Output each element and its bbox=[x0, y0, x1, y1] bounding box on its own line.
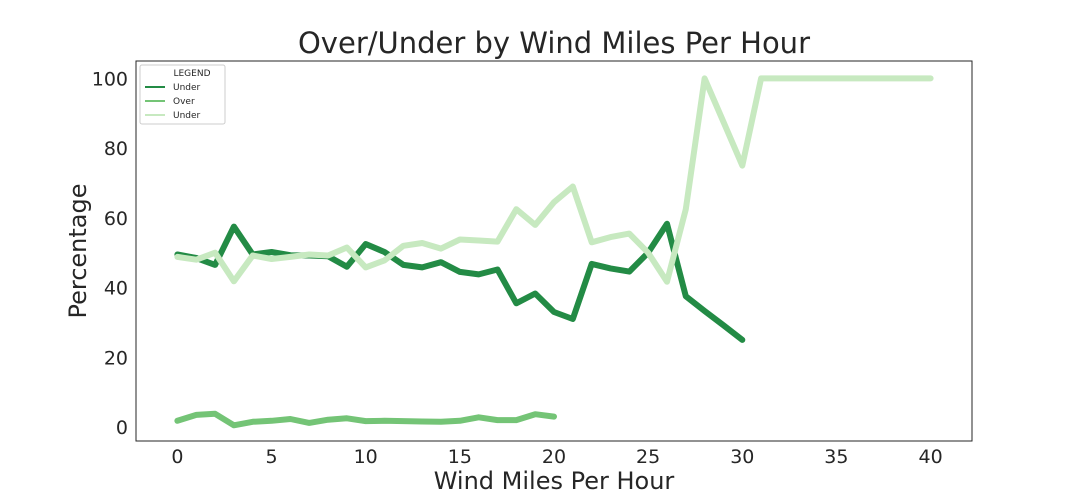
legend: LEGEND Under Over Under bbox=[139, 64, 226, 125]
y-tick-label: 20 bbox=[104, 347, 128, 369]
x-tick-label: 10 bbox=[354, 446, 378, 468]
legend-label-1: Under bbox=[173, 83, 201, 93]
y-tick-label: 40 bbox=[104, 278, 128, 300]
y-tick-label: 0 bbox=[116, 417, 128, 439]
x-tick-label: 35 bbox=[824, 446, 848, 468]
y-tick-label: 60 bbox=[104, 208, 128, 230]
x-tick-label: 5 bbox=[266, 446, 278, 468]
x-axis-label: Wind Miles Per Hour bbox=[434, 467, 675, 495]
y-tick-label: 100 bbox=[92, 68, 128, 90]
series-layer bbox=[174, 75, 934, 429]
legend-label-2: Over bbox=[173, 97, 195, 107]
x-tick-label: 15 bbox=[448, 446, 472, 468]
y-axis-ticks: 0 20 40 60 80 100 bbox=[92, 68, 128, 439]
y-tick-label: 80 bbox=[104, 138, 128, 160]
x-tick-label: 20 bbox=[542, 446, 566, 468]
legend-label-3: Under bbox=[173, 111, 201, 121]
x-tick-label: 40 bbox=[919, 446, 943, 468]
legend-entries: Under Over Under bbox=[145, 83, 201, 121]
chart-title: Over/Under by Wind Miles Per Hour bbox=[298, 26, 810, 60]
x-tick-label: 30 bbox=[730, 446, 754, 468]
y-axis-label: Percentage bbox=[64, 183, 92, 318]
x-tick-label: 25 bbox=[636, 446, 660, 468]
series-line-2 bbox=[174, 410, 557, 429]
series-line-3 bbox=[174, 75, 934, 285]
x-axis-ticks: 0 5 10 15 20 25 30 35 40 bbox=[171, 446, 942, 468]
legend-title: LEGEND bbox=[173, 69, 210, 79]
x-tick-label: 0 bbox=[171, 446, 183, 468]
legend-box bbox=[139, 64, 226, 125]
